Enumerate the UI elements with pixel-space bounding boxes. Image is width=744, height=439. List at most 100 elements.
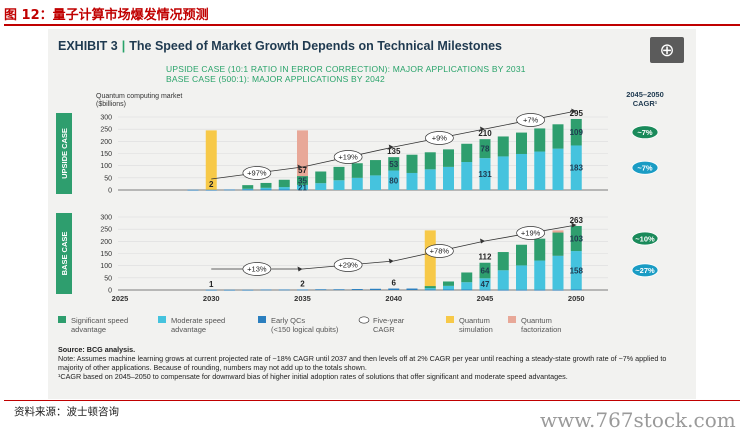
base-case-line: BASE CASE (500:1): MAJOR APPLICATIONS BY… bbox=[166, 74, 385, 84]
legend-swatch-early bbox=[258, 316, 266, 323]
bar-early bbox=[224, 289, 235, 291]
bar-moderate bbox=[333, 180, 345, 190]
bar-significant bbox=[406, 154, 418, 173]
bar-significant bbox=[315, 171, 327, 184]
legend-label: Early QCs bbox=[271, 316, 305, 325]
bar-early bbox=[443, 289, 454, 291]
bar-moderate bbox=[443, 166, 454, 190]
cagr-label: +13% bbox=[247, 265, 267, 274]
x-tick-label: 2035 bbox=[294, 294, 311, 303]
bar-moderate bbox=[552, 255, 564, 290]
bar-moderate bbox=[497, 270, 509, 290]
legend-label: Significant speed bbox=[71, 316, 128, 325]
cagr-footnote: ¹CAGR based on 2045–2050 to compensate f… bbox=[58, 372, 568, 381]
segment-label: 183 bbox=[570, 164, 584, 173]
segment-label: 64 bbox=[481, 267, 490, 276]
legend-label-sub: (<150 logical qubits) bbox=[271, 325, 339, 334]
y-tick-label: 150 bbox=[100, 251, 112, 258]
bar-moderate bbox=[351, 177, 363, 190]
cagr-oval bbox=[425, 131, 454, 145]
title-rule bbox=[4, 24, 740, 26]
cagr-label: +97% bbox=[247, 169, 267, 178]
cagr-pill-label: ~10% bbox=[635, 234, 655, 243]
bar-early bbox=[461, 289, 473, 291]
cagr-pill bbox=[631, 231, 659, 246]
cagr-arrowhead bbox=[388, 258, 394, 264]
bar-moderate bbox=[570, 145, 582, 190]
bar-significant bbox=[479, 262, 491, 279]
legend-label-sub: simulation bbox=[459, 325, 493, 334]
y-tick-label: 250 bbox=[100, 127, 112, 134]
bar-significant bbox=[497, 252, 509, 271]
x-tick-label: 2025 bbox=[112, 294, 129, 303]
bar-significant bbox=[260, 182, 272, 188]
segment-label: 53 bbox=[389, 160, 398, 169]
bar-significant bbox=[297, 176, 308, 185]
bar-early bbox=[497, 289, 509, 291]
bar-early bbox=[534, 289, 546, 291]
bar-early bbox=[351, 289, 363, 290]
cagr-label: +9% bbox=[432, 134, 448, 143]
bar-moderate bbox=[461, 282, 473, 290]
legend-label: Quantum bbox=[521, 316, 552, 325]
segment-label: 21 bbox=[298, 183, 307, 192]
y-tick-label: 50 bbox=[104, 175, 112, 182]
bar-moderate bbox=[516, 153, 527, 190]
bar-early bbox=[516, 289, 527, 291]
cagr-arrowhead bbox=[297, 164, 303, 170]
bottom-rule bbox=[4, 400, 740, 401]
bar-significant bbox=[552, 124, 564, 149]
cagr-pill bbox=[631, 263, 659, 278]
cagr-oval bbox=[242, 262, 272, 276]
bar-significant bbox=[242, 185, 254, 189]
bar-significant bbox=[461, 272, 473, 283]
x-tick-label: 2050 bbox=[568, 294, 585, 303]
bar-moderate bbox=[479, 158, 491, 190]
bar-moderate bbox=[534, 260, 546, 290]
total-label: 2 bbox=[300, 280, 305, 289]
total-label: 2 bbox=[209, 180, 214, 189]
bar-early bbox=[224, 189, 235, 191]
bar-moderate bbox=[534, 151, 546, 190]
y-tick-label: 0 bbox=[108, 188, 112, 195]
bar-early bbox=[260, 189, 272, 191]
bar-early bbox=[424, 289, 436, 291]
segment-label: 158 bbox=[570, 266, 584, 275]
cagr-oval bbox=[333, 150, 363, 164]
bar-significant bbox=[388, 157, 400, 171]
cagr-label: +19% bbox=[338, 153, 358, 162]
segment-label: 131 bbox=[478, 170, 492, 179]
y-tick-label: 300 bbox=[100, 115, 112, 122]
legend-swatch-moderate bbox=[158, 316, 166, 323]
market-chart: Quantum computing market($billions) 2045–… bbox=[56, 90, 664, 334]
legend-label-sub: factorization bbox=[521, 325, 561, 334]
bar-significant bbox=[570, 226, 582, 252]
case-tag-band bbox=[56, 113, 72, 194]
bar-early bbox=[388, 288, 400, 290]
cagr-oval bbox=[516, 113, 545, 127]
y-tick-label: 200 bbox=[100, 239, 112, 246]
plus-circle-icon[interactable]: ⊕ bbox=[650, 37, 684, 63]
cagr-arrowhead bbox=[571, 222, 577, 228]
bar-significant bbox=[333, 166, 345, 181]
y-tick-label: 250 bbox=[100, 227, 112, 234]
bar-moderate bbox=[242, 188, 254, 190]
legend-label-sub: advantage bbox=[171, 325, 206, 334]
total-label: 1 bbox=[209, 280, 214, 289]
cagr-pill bbox=[631, 125, 659, 140]
y-tick-label: 50 bbox=[104, 275, 112, 282]
segment-label: 103 bbox=[570, 235, 584, 244]
total-label: 135 bbox=[387, 147, 401, 156]
total-label: 210 bbox=[478, 129, 492, 138]
bar-significant bbox=[552, 232, 564, 256]
cagr-label: +19% bbox=[521, 229, 541, 238]
bar-early bbox=[315, 289, 327, 291]
bar-early bbox=[260, 289, 272, 291]
cagr-header: 2045–2050 bbox=[626, 90, 664, 99]
bar-early bbox=[242, 189, 254, 191]
legend-swatch-factorization bbox=[508, 316, 516, 323]
case-tag-label: UPSIDE CASE bbox=[60, 128, 69, 179]
bar-moderate bbox=[479, 278, 491, 290]
bar-moderate bbox=[297, 184, 308, 190]
cagr-arrowhead bbox=[297, 266, 303, 272]
